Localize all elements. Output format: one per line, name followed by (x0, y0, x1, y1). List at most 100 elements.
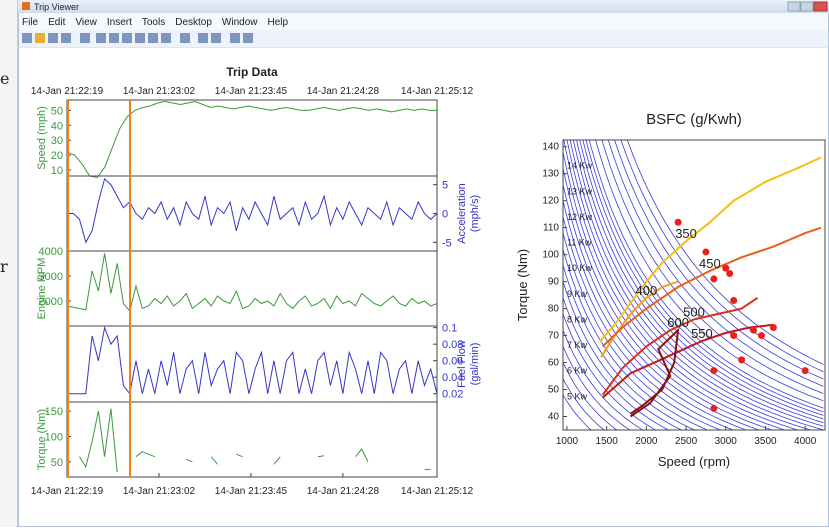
menu-item[interactable]: Edit (48, 17, 65, 28)
x-tick-label: 1000 (556, 436, 579, 447)
tool-icon[interactable] (48, 33, 58, 43)
y-tick-label: 0.1 (442, 323, 457, 335)
x-tick-label: 14-Jan 21:25:12 (401, 86, 474, 97)
y-tick-label: 3000 (39, 271, 63, 283)
x-tick-label: 14-Jan 21:23:02 (123, 86, 196, 97)
power-label: 14 Kw (567, 161, 593, 171)
tool-icon[interactable] (109, 33, 119, 43)
data-point (769, 323, 777, 331)
toolbar-icons (22, 33, 253, 43)
y-tick-label: 40 (548, 412, 560, 423)
power-line (563, 140, 800, 430)
power-line (569, 140, 824, 430)
y-tick-label: 50 (51, 105, 63, 117)
data-line (67, 177, 438, 244)
contour-line (602, 323, 774, 399)
power-line (626, 140, 824, 365)
power-line (563, 362, 618, 430)
y-axis-label: (gal/min) (469, 343, 481, 386)
tool-icon[interactable] (35, 33, 45, 43)
tool-icon[interactable] (61, 33, 71, 43)
y-tick-label: 50 (51, 457, 63, 469)
y-tick-label: 110 (543, 223, 559, 234)
contour-line (601, 296, 759, 396)
power-label: 11 Kw (567, 238, 592, 248)
y-tick-label: 0 (442, 209, 448, 221)
y-axis-label: Engine RPM (36, 258, 48, 320)
y-axis-label: (mph/s) (469, 195, 481, 232)
x-tick-label: 2500 (675, 436, 698, 447)
menu-item[interactable]: Window (222, 17, 258, 28)
tool-icon[interactable] (161, 33, 171, 43)
menu-item[interactable]: View (75, 17, 97, 28)
chart-title: Trip Data (226, 65, 278, 79)
power-line (620, 140, 824, 373)
menu-item[interactable]: File (22, 17, 39, 28)
data-point (730, 297, 738, 305)
bg-fragment: e (0, 69, 9, 88)
data-point (757, 332, 765, 340)
power-line (563, 346, 631, 430)
tool-icon[interactable] (135, 33, 145, 43)
power-label: 7 Kw (567, 340, 588, 350)
y-axis-label: Fuel Flow (456, 340, 468, 388)
data-point (710, 275, 718, 283)
y-tick-label: 120 (542, 196, 559, 207)
x-tick-label: 14-Jan 21:24:28 (307, 86, 380, 97)
y-tick-label: 50 (548, 385, 560, 396)
power-line (563, 330, 644, 430)
y-axis-label: Torque (Nm) (515, 249, 530, 321)
y-tick-label: 4000 (39, 246, 63, 258)
power-line (585, 140, 824, 413)
x-tick-label: 14-Jan 21:22:19 (31, 486, 104, 497)
data-point (710, 367, 718, 375)
tool-icon[interactable] (80, 33, 90, 43)
tool-icon[interactable] (22, 33, 32, 43)
y-tick-label: 140 (542, 142, 559, 153)
min-button[interactable] (787, 1, 801, 12)
tool-icon[interactable] (198, 33, 208, 43)
window-title: Trip Viewer (34, 2, 79, 12)
contour-line (599, 156, 822, 342)
y-tick-label: 0.08 (442, 339, 463, 351)
data-line (66, 100, 437, 179)
contour-label: 600 (667, 315, 689, 330)
menu-item[interactable]: Tools (142, 17, 165, 28)
data-point (702, 248, 710, 256)
contour-line (629, 327, 680, 418)
tool-icon[interactable] (122, 33, 132, 43)
power-label: 6 Kw (567, 366, 588, 376)
power-line (563, 168, 774, 430)
power-line (563, 152, 787, 430)
menu-item[interactable]: Help (268, 17, 289, 28)
power-label: 12 Kw (567, 212, 593, 222)
data-point (801, 367, 809, 375)
x-tick-label: 14-Jan 21:25:12 (401, 486, 474, 497)
power-line (582, 140, 824, 416)
close-button[interactable] (813, 1, 828, 12)
y-tick-label: 80 (548, 304, 560, 315)
tool-icon[interactable] (96, 33, 106, 43)
tool-icon[interactable] (148, 33, 158, 43)
tool-icon[interactable] (211, 33, 221, 43)
y-tick-label: 100 (45, 431, 63, 443)
x-axis-label: Speed (rpm) (658, 454, 730, 469)
menu: File Edit View Insert Tools Desktop Window Help (22, 17, 289, 28)
y-tick-label: 5 (442, 180, 448, 192)
max-button[interactable] (800, 1, 814, 12)
tool-icon[interactable] (230, 33, 240, 43)
power-line (563, 297, 670, 430)
contour-label: 400 (636, 283, 658, 298)
x-tick-label: 14-Jan 21:22:19 (31, 86, 104, 97)
tool-icon[interactable] (243, 33, 253, 43)
tool-icon[interactable] (180, 33, 190, 43)
data-point (722, 264, 730, 272)
x-tick-label: 1500 (596, 436, 619, 447)
menu-item[interactable]: Desktop (175, 17, 212, 28)
power-line (588, 140, 824, 409)
data-point (750, 326, 758, 334)
menu-item[interactable]: Insert (107, 17, 132, 28)
power-line (566, 140, 813, 430)
x-tick-label: 3500 (754, 436, 777, 447)
